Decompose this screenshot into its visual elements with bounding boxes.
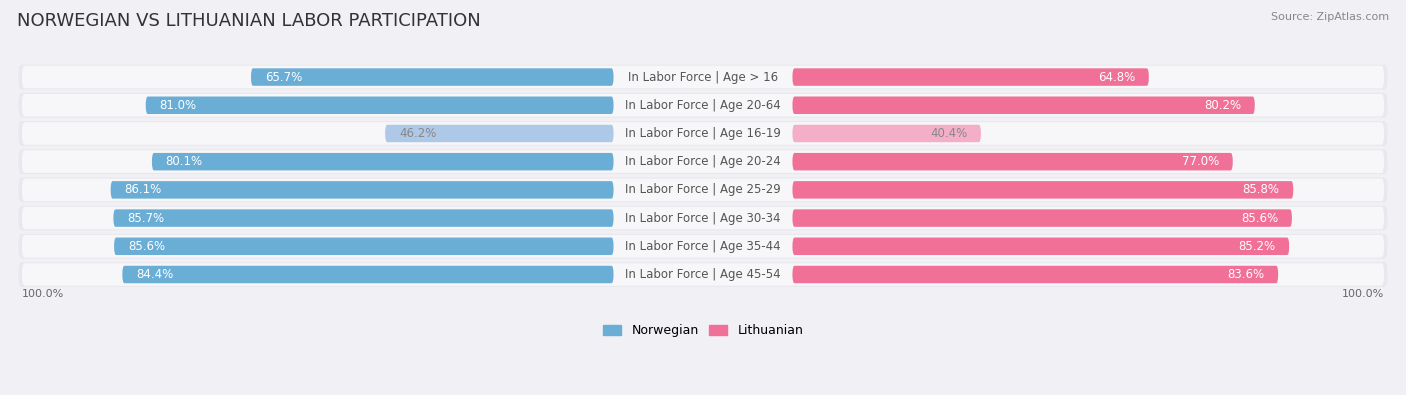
FancyBboxPatch shape <box>114 237 613 255</box>
Text: 85.7%: 85.7% <box>127 212 165 225</box>
FancyBboxPatch shape <box>22 235 1384 258</box>
Text: In Labor Force | Age 35-44: In Labor Force | Age 35-44 <box>626 240 780 253</box>
Text: 80.1%: 80.1% <box>166 155 202 168</box>
FancyBboxPatch shape <box>793 181 1294 199</box>
Text: 40.4%: 40.4% <box>929 127 967 140</box>
FancyBboxPatch shape <box>793 68 1149 86</box>
FancyBboxPatch shape <box>22 150 1384 173</box>
Text: 81.0%: 81.0% <box>159 99 197 112</box>
Text: 77.0%: 77.0% <box>1182 155 1219 168</box>
FancyBboxPatch shape <box>793 96 1254 114</box>
FancyBboxPatch shape <box>18 93 1388 118</box>
Text: 64.8%: 64.8% <box>1098 71 1135 84</box>
Text: 80.2%: 80.2% <box>1204 99 1241 112</box>
FancyBboxPatch shape <box>18 149 1388 174</box>
Text: 86.1%: 86.1% <box>124 183 162 196</box>
FancyBboxPatch shape <box>385 125 613 142</box>
FancyBboxPatch shape <box>18 121 1388 146</box>
Text: Source: ZipAtlas.com: Source: ZipAtlas.com <box>1271 12 1389 22</box>
FancyBboxPatch shape <box>793 153 1233 170</box>
Text: 85.8%: 85.8% <box>1243 183 1279 196</box>
FancyBboxPatch shape <box>252 68 613 86</box>
Text: 65.7%: 65.7% <box>264 71 302 84</box>
Text: In Labor Force | Age 45-54: In Labor Force | Age 45-54 <box>626 268 780 281</box>
FancyBboxPatch shape <box>22 94 1384 117</box>
FancyBboxPatch shape <box>22 66 1384 88</box>
FancyBboxPatch shape <box>793 125 981 142</box>
Text: In Labor Force | Age 25-29: In Labor Force | Age 25-29 <box>626 183 780 196</box>
FancyBboxPatch shape <box>122 266 613 283</box>
Text: In Labor Force | Age > 16: In Labor Force | Age > 16 <box>628 71 778 84</box>
Text: 100.0%: 100.0% <box>1341 289 1384 299</box>
Text: In Labor Force | Age 20-64: In Labor Force | Age 20-64 <box>626 99 780 112</box>
Text: In Labor Force | Age 16-19: In Labor Force | Age 16-19 <box>626 127 780 140</box>
FancyBboxPatch shape <box>18 234 1388 259</box>
Legend: Norwegian, Lithuanian: Norwegian, Lithuanian <box>598 320 808 342</box>
FancyBboxPatch shape <box>18 65 1388 90</box>
FancyBboxPatch shape <box>793 209 1292 227</box>
FancyBboxPatch shape <box>22 207 1384 229</box>
FancyBboxPatch shape <box>111 181 613 199</box>
Text: 85.6%: 85.6% <box>128 240 165 253</box>
Text: In Labor Force | Age 30-34: In Labor Force | Age 30-34 <box>626 212 780 225</box>
FancyBboxPatch shape <box>22 179 1384 201</box>
FancyBboxPatch shape <box>18 177 1388 202</box>
FancyBboxPatch shape <box>18 262 1388 287</box>
Text: NORWEGIAN VS LITHUANIAN LABOR PARTICIPATION: NORWEGIAN VS LITHUANIAN LABOR PARTICIPAT… <box>17 12 481 30</box>
FancyBboxPatch shape <box>152 153 613 170</box>
FancyBboxPatch shape <box>146 96 613 114</box>
Text: 85.2%: 85.2% <box>1239 240 1275 253</box>
FancyBboxPatch shape <box>793 237 1289 255</box>
Text: 46.2%: 46.2% <box>399 127 436 140</box>
FancyBboxPatch shape <box>22 263 1384 286</box>
FancyBboxPatch shape <box>114 209 613 227</box>
FancyBboxPatch shape <box>22 122 1384 145</box>
FancyBboxPatch shape <box>18 206 1388 231</box>
Text: 83.6%: 83.6% <box>1227 268 1264 281</box>
Text: 100.0%: 100.0% <box>22 289 65 299</box>
FancyBboxPatch shape <box>793 266 1278 283</box>
Text: 85.6%: 85.6% <box>1241 212 1278 225</box>
Text: 84.4%: 84.4% <box>136 268 173 281</box>
Text: In Labor Force | Age 20-24: In Labor Force | Age 20-24 <box>626 155 780 168</box>
